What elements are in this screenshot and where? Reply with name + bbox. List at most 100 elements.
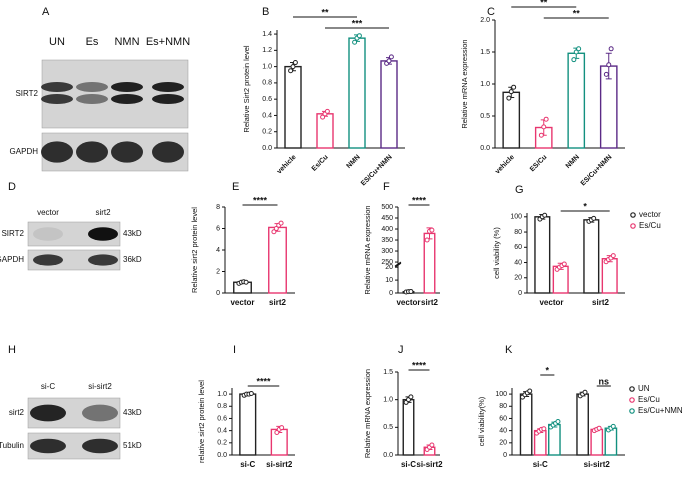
bar <box>576 393 589 456</box>
bar <box>601 258 618 294</box>
y-tick-label: 0.6 <box>217 415 227 422</box>
y-tick-label: 80 <box>499 403 507 410</box>
y-tick-label: 20 <box>385 264 393 271</box>
data-point <box>408 394 414 400</box>
y-tick-label: 100 <box>510 214 522 221</box>
y-tick-label: 0.8 <box>217 403 227 410</box>
x-tick-label: vector <box>539 298 563 307</box>
blot-band <box>82 404 118 422</box>
row-label: SIRT2 <box>1 229 24 238</box>
y-axis-label: relative sirt2 protein level <box>197 380 206 463</box>
row-label: GAPDH <box>10 147 39 156</box>
data-point <box>603 71 609 77</box>
data-point <box>542 212 548 218</box>
y-tick-label: 1.0 <box>262 63 272 70</box>
significance-label: **** <box>253 195 268 205</box>
y-axis-label: Relative mRNA expression <box>363 205 372 294</box>
legend-label: Es/Cu <box>639 221 661 230</box>
y-tick-label: 60 <box>499 415 507 422</box>
lane-label: Es <box>86 36 99 48</box>
x-tick-label: sirt2 <box>421 298 438 307</box>
data-point <box>429 442 435 448</box>
x-tick-label: si-C <box>240 460 255 469</box>
y-tick-label: 1.4 <box>262 31 272 38</box>
blot-band <box>33 227 63 241</box>
y-axis-label: Relative Sirt2 protein level <box>242 45 251 132</box>
panel-letter: D <box>8 181 16 193</box>
significance-label: **** <box>412 360 427 370</box>
data-point <box>591 215 597 221</box>
y-tick-label: 0 <box>216 290 220 297</box>
blot-band <box>152 141 184 163</box>
panel-letter: C <box>487 6 495 18</box>
bar <box>239 393 257 456</box>
bar <box>270 428 288 456</box>
y-axis-label: cell viability(%) <box>477 396 486 446</box>
blot-strip <box>41 59 189 129</box>
data-point <box>271 229 277 235</box>
y-tick-label: 0.4 <box>262 112 272 119</box>
y-tick-label: 0.8 <box>262 80 272 87</box>
significance-label: ** <box>321 7 329 17</box>
data-point <box>538 132 544 138</box>
data-point <box>541 124 547 130</box>
x-tick-label: vehicle <box>276 154 298 176</box>
y-axis-label: cell viability (%) <box>492 227 501 279</box>
x-tick-label: NMN <box>345 154 361 170</box>
y-tick-label: 0.5 <box>480 113 490 120</box>
data-point <box>573 49 579 55</box>
y-tick-label: 350 <box>381 237 393 244</box>
data-point <box>543 116 549 122</box>
y-tick-label: 40 <box>499 427 507 434</box>
blot-band <box>33 254 63 266</box>
panel-letter: A <box>42 6 50 18</box>
lane-label: sirt2 <box>95 208 111 217</box>
panel-letter: B <box>262 6 269 18</box>
y-tick-label: 500 <box>381 204 393 211</box>
data-point <box>292 60 298 66</box>
y-tick-label: 60 <box>514 244 522 251</box>
y-tick-label: 1.5 <box>480 49 490 56</box>
x-tick-label: si-sirt2 <box>416 460 443 469</box>
data-point <box>278 220 284 226</box>
data-point <box>608 46 614 52</box>
y-tick-label: 400 <box>381 226 393 233</box>
y-tick-label: 1.2 <box>262 47 272 54</box>
blot-band <box>111 82 143 92</box>
significance-label: ns <box>599 376 610 386</box>
y-tick-label: 0.0 <box>262 145 272 152</box>
data-point <box>288 68 294 74</box>
significance-label: **** <box>256 376 271 386</box>
legend-marker <box>629 386 635 392</box>
y-tick-label: 40 <box>514 259 522 266</box>
bar <box>519 393 533 456</box>
blot-band <box>82 438 118 454</box>
bar <box>583 219 600 294</box>
legend-marker <box>629 397 635 403</box>
panel-letter: G <box>515 184 524 196</box>
data-point <box>273 226 279 231</box>
blot-band <box>111 141 143 163</box>
y-tick-label: 0.4 <box>217 427 227 434</box>
blot-band <box>111 94 143 104</box>
x-tick-label: Es/Cu <box>311 154 330 173</box>
y-tick-label: 20 <box>499 440 507 447</box>
data-point <box>424 237 430 243</box>
x-tick-label: ES/Cu+NMN <box>580 154 614 188</box>
data-point <box>571 57 577 63</box>
data-point <box>352 39 358 45</box>
blot-band <box>30 438 66 454</box>
data-point <box>606 62 612 68</box>
blot-band <box>152 94 184 104</box>
x-tick-label: vector <box>230 298 254 307</box>
row-label: SIRT2 <box>15 89 38 98</box>
bar <box>380 60 398 149</box>
significance-label: *** <box>352 18 363 28</box>
data-point <box>386 58 392 64</box>
blot-band <box>88 227 118 241</box>
y-tick-label: 300 <box>381 248 393 255</box>
bar <box>284 65 302 149</box>
y-tick-label: 2.0 <box>480 17 490 24</box>
data-point <box>561 261 567 267</box>
